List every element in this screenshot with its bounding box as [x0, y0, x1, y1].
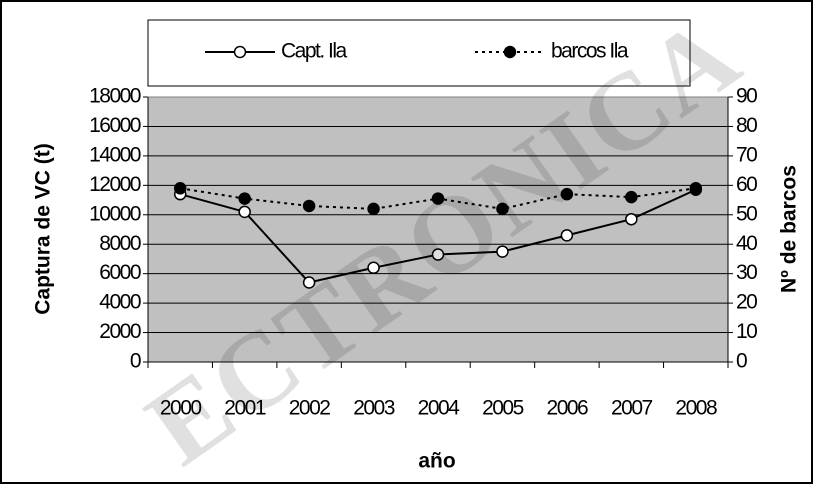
data-point	[238, 192, 251, 205]
x-tick-label: 2003	[353, 397, 395, 420]
y-tick-label: 6000	[99, 261, 141, 284]
data-point	[431, 192, 445, 205]
data-point	[302, 276, 316, 289]
x-tick-label: 2002	[289, 397, 331, 420]
y2-tick-label: 90	[736, 85, 757, 108]
data-point	[173, 182, 187, 195]
data-point	[560, 187, 574, 201]
data-point	[689, 182, 703, 195]
x-tick-label: 2001	[224, 397, 266, 420]
data-point	[496, 245, 509, 258]
data-point	[238, 205, 251, 219]
legend-label: barcos Ila	[551, 40, 629, 63]
y-tick-label: 8000	[99, 232, 141, 255]
y-tick-label: 4000	[99, 291, 141, 314]
x-tick-label: 2006	[547, 397, 589, 420]
y-tick-label: 10000	[89, 202, 141, 225]
y-tick-label: 12000	[89, 173, 141, 196]
data-point	[496, 202, 509, 216]
y-tick-label: 16000	[89, 114, 141, 137]
data-point	[302, 199, 316, 213]
data-point	[625, 212, 638, 226]
y2-tick-label: 60	[736, 173, 757, 196]
y2-tick-label: 30	[736, 261, 757, 284]
data-point	[560, 229, 574, 242]
y2-tick-label: 10	[736, 320, 757, 343]
y-tick-label: 14000	[89, 143, 141, 166]
y2-tick-label: 70	[736, 143, 757, 166]
y-tick-label: 2000	[99, 320, 141, 343]
y2-tick-label: 0	[736, 350, 747, 373]
x-axis-title: año	[418, 450, 455, 473]
legend-label: Capt. Ila	[281, 40, 348, 63]
data-point	[367, 202, 380, 216]
x-tick-label: 2004	[418, 397, 461, 420]
y2-tick-label: 40	[736, 232, 757, 255]
x-tick-label: 2005	[482, 397, 524, 420]
data-point	[367, 261, 380, 275]
y-tick-label: 18000	[89, 85, 141, 108]
data-point	[625, 190, 638, 204]
legend-marker	[503, 45, 517, 59]
y-tick-label: 0	[130, 350, 141, 373]
x-tick-label: 2000	[160, 397, 202, 420]
data-point	[431, 248, 445, 261]
y2-tick-label: 50	[736, 202, 757, 225]
y-axis-title: Captura de VC (t)	[32, 143, 55, 315]
plot-area	[148, 97, 728, 362]
y2-tick-label: 80	[736, 114, 757, 137]
y2-tick-label: 20	[736, 291, 757, 314]
legend-marker	[233, 45, 247, 59]
x-tick-label: 2007	[611, 397, 653, 420]
y2-axis-title: Nº de barcos	[778, 165, 801, 293]
x-tick-label: 2008	[675, 397, 717, 420]
